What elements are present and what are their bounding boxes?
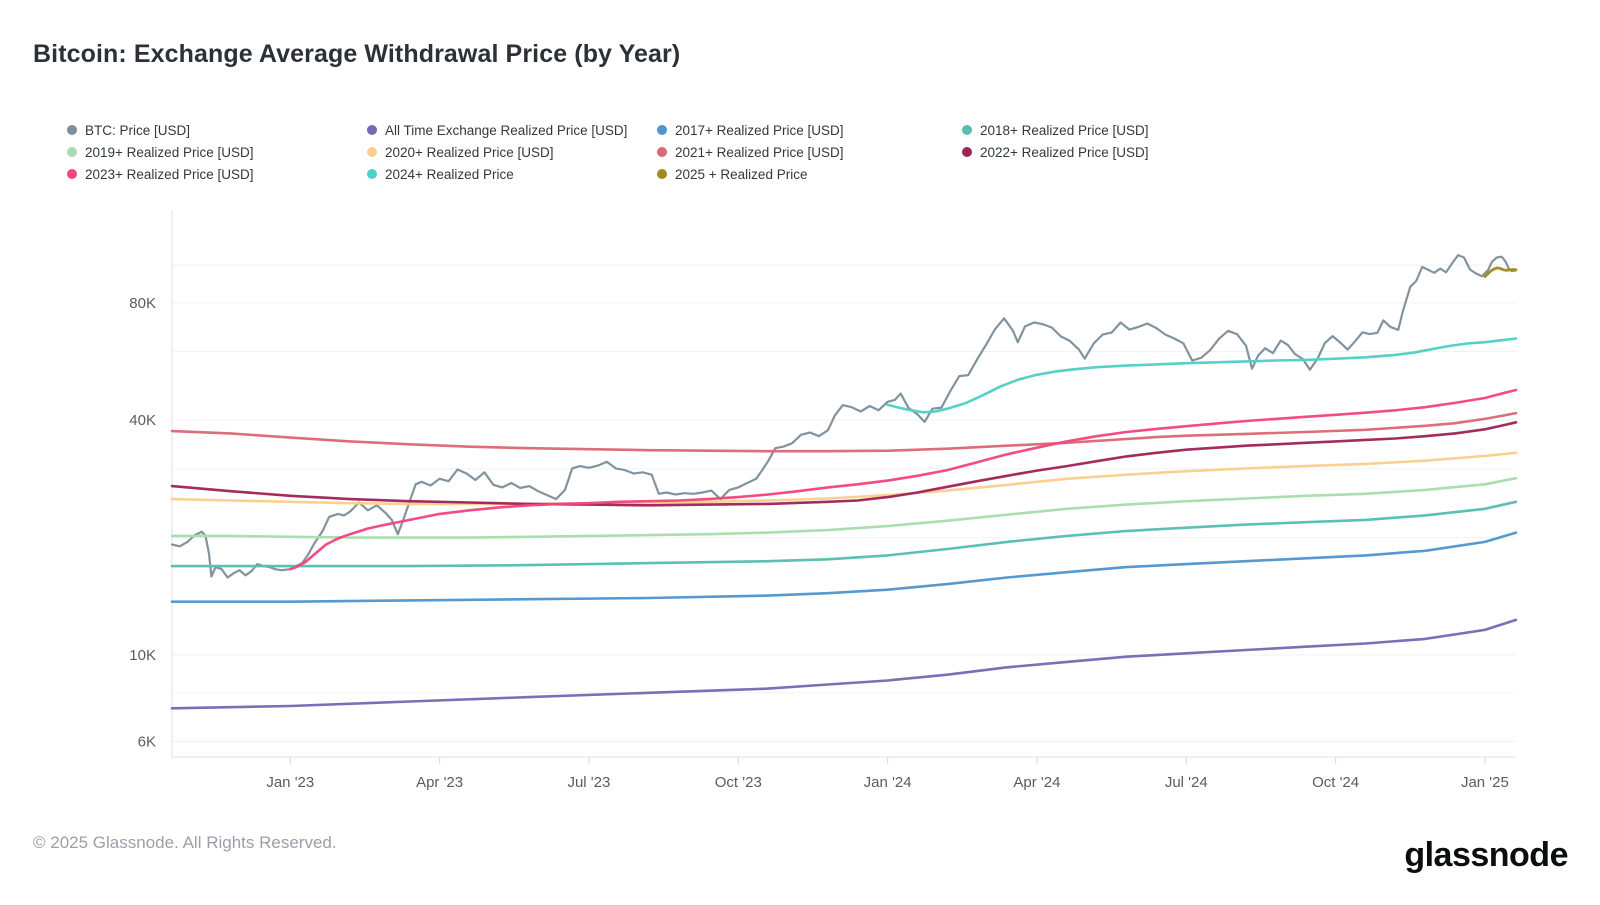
x-axis-label: Apr '23 bbox=[416, 774, 463, 791]
y-axis-label: 80K bbox=[129, 295, 156, 312]
legend-label: 2025 + Realized Price bbox=[675, 166, 808, 182]
copyright-text: © 2025 Glassnode. All Rights Reserved. bbox=[33, 833, 337, 852]
series-line-realized-2023 bbox=[288, 388, 1518, 571]
legend-item-realized-2019[interactable]: 2019+ Realized Price [USD] bbox=[67, 145, 367, 160]
series-line-all-time-realized bbox=[170, 618, 1518, 710]
legend-item-realized-2023[interactable]: 2023+ Realized Price [USD] bbox=[67, 167, 367, 182]
series-line-realized-2021 bbox=[170, 411, 1518, 453]
legend-dot-realized-2021 bbox=[657, 147, 667, 157]
legend-item-realized-2017[interactable]: 2017+ Realized Price [USD] bbox=[657, 123, 962, 138]
legend: BTC: Price [USD] All Time Exchange Realiz… bbox=[67, 119, 1148, 185]
legend-item-realized-2018[interactable]: 2018+ Realized Price [USD] bbox=[962, 123, 1148, 138]
legend-dot-all-time-realized bbox=[367, 125, 377, 135]
legend-dot-realized-2024 bbox=[367, 169, 377, 179]
legend-label: 2024+ Realized Price bbox=[385, 166, 514, 182]
legend-label: 2017+ Realized Price [USD] bbox=[675, 122, 844, 138]
glassnode-logo: glassnode bbox=[1404, 836, 1568, 874]
x-axis-label: Apr '24 bbox=[1013, 774, 1060, 791]
y-axis-label: 10K bbox=[129, 647, 156, 664]
legend-dot-btc-price bbox=[67, 125, 77, 135]
legend-label: 2020+ Realized Price [USD] bbox=[385, 144, 554, 160]
legend-dot-realized-2025 bbox=[657, 169, 667, 179]
legend-dot-realized-2017 bbox=[657, 125, 667, 135]
chart-title: Bitcoin: Exchange Average Withdrawal Pri… bbox=[33, 40, 681, 68]
legend-item-all-time-realized[interactable]: All Time Exchange Realized Price [USD] bbox=[367, 123, 657, 138]
x-axis-label: Jan '25 bbox=[1461, 774, 1509, 791]
legend-item-realized-2024[interactable]: 2024+ Realized Price bbox=[367, 167, 657, 182]
legend-dot-realized-2019 bbox=[67, 147, 77, 157]
x-axis-label: Oct '24 bbox=[1312, 774, 1359, 791]
legend-item-realized-2022[interactable]: 2022+ Realized Price [USD] bbox=[962, 145, 1148, 160]
series-line-realized-2022 bbox=[170, 420, 1518, 507]
legend-dot-realized-2022 bbox=[962, 147, 972, 157]
legend-label: 2021+ Realized Price [USD] bbox=[675, 144, 844, 160]
series-line-realized-2017 bbox=[170, 531, 1518, 604]
series-line-realized-2025 bbox=[1483, 266, 1518, 279]
legend-label: 2018+ Realized Price [USD] bbox=[980, 122, 1149, 138]
series-line-realized-2020 bbox=[170, 451, 1518, 506]
x-axis-label: Jan '23 bbox=[266, 774, 314, 791]
x-axis-label: Jul '23 bbox=[567, 774, 610, 791]
series-line-realized-2024 bbox=[886, 337, 1518, 414]
legend-dot-realized-2020 bbox=[367, 147, 377, 157]
legend-item-realized-2020[interactable]: 2020+ Realized Price [USD] bbox=[367, 145, 657, 160]
legend-item-btc-price[interactable]: BTC: Price [USD] bbox=[67, 123, 367, 138]
legend-label: 2019+ Realized Price [USD] bbox=[85, 144, 254, 160]
series-line-realized-2018 bbox=[170, 500, 1518, 568]
y-axis-label: 6K bbox=[138, 734, 156, 751]
x-axis-label: Jul '24 bbox=[1165, 774, 1208, 791]
series-line-btc-price bbox=[170, 254, 1518, 579]
legend-label: All Time Exchange Realized Price [USD] bbox=[385, 122, 628, 138]
x-axis-label: Oct '23 bbox=[715, 774, 762, 791]
legend-label: 2023+ Realized Price [USD] bbox=[85, 166, 254, 182]
legend-item-realized-2021[interactable]: 2021+ Realized Price [USD] bbox=[657, 145, 962, 160]
legend-dot-realized-2023 bbox=[67, 169, 77, 179]
series-line-realized-2019 bbox=[170, 476, 1518, 539]
y-axis-label: 40K bbox=[129, 412, 156, 429]
legend-dot-realized-2018 bbox=[962, 125, 972, 135]
legend-label: BTC: Price [USD] bbox=[85, 122, 191, 138]
x-axis-label: Jan '24 bbox=[864, 774, 912, 791]
legend-item-realized-2025[interactable]: 2025 + Realized Price bbox=[657, 167, 962, 182]
legend-label: 2022+ Realized Price [USD] bbox=[980, 144, 1149, 160]
